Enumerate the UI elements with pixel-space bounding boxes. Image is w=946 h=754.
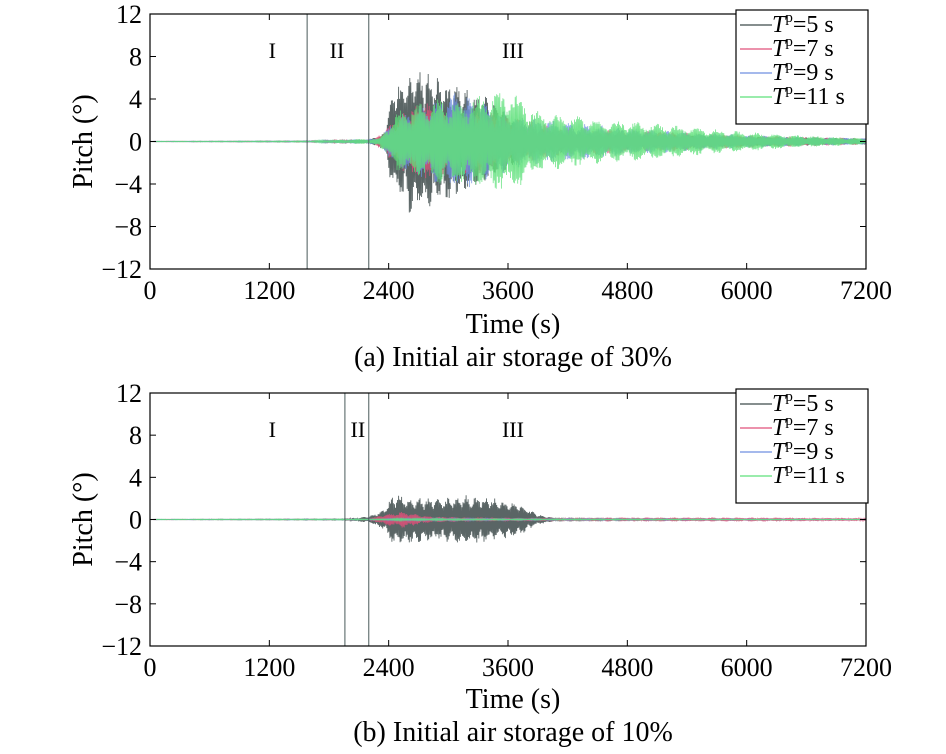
legend-label-sub: p (785, 82, 793, 98)
x-tick-label: 2400 (363, 653, 415, 682)
y-tick-label: 4 (129, 85, 142, 114)
legend-label-main: T (772, 12, 787, 38)
y-tick-label: −4 (114, 548, 142, 577)
legend-label-rest: =5 s (793, 12, 834, 38)
region-label: I (269, 38, 276, 63)
legend-box (735, 388, 869, 504)
legend-label-sub: p (785, 413, 793, 429)
plot-area (150, 495, 866, 543)
y-tick-label: −12 (101, 255, 142, 284)
legend-label-main: T (772, 463, 787, 489)
x-tick-label: 4800 (601, 276, 653, 305)
legend-label-sub: p (785, 34, 793, 50)
legend: Tp=5 sTp=7 sTp=9 sTp=11 s (735, 388, 869, 504)
y-tick-label: 12 (116, 0, 142, 29)
x-tick-label: 2400 (363, 276, 415, 305)
legend-label-main: T (772, 439, 787, 465)
series-line-tp-11-s (150, 516, 866, 523)
legend-label-rest: =7 s (793, 36, 834, 62)
legend-label: Tp=5 s (772, 10, 834, 38)
legend: Tp=5 sTp=7 sTp=9 sTp=11 s (735, 9, 869, 125)
legend-label: Tp=7 s (772, 34, 834, 62)
legend-label-rest: =7 s (793, 415, 834, 441)
y-tick-label: 0 (129, 506, 142, 535)
y-tick-label: 12 (116, 379, 142, 408)
legend-label: Tp=5 s (772, 389, 834, 417)
legend-label-sub: p (785, 58, 793, 74)
y-tick-label: −8 (114, 213, 142, 242)
y-axis-title: Pitch (°) (68, 472, 99, 566)
y-tick-label: 8 (129, 421, 142, 450)
legend-label-sub: p (785, 10, 793, 26)
legend-label-rest: =11 s (793, 463, 845, 489)
x-tick-label: 0 (144, 653, 157, 682)
legend-label-main: T (772, 84, 787, 110)
x-tick-label: 3600 (482, 653, 534, 682)
legend-label: Tp=9 s (772, 437, 834, 465)
legend-label: Tp=9 s (772, 58, 834, 86)
series-line-tp-11-s (150, 93, 866, 189)
legend-label-main: T (772, 391, 787, 417)
legend-label-rest: =11 s (793, 84, 845, 110)
x-tick-label: 7200 (840, 276, 892, 305)
x-tick-label: 4800 (601, 653, 653, 682)
legend-label-sub: p (785, 389, 793, 405)
panel-caption: (a) Initial air storage of 30% (354, 342, 672, 373)
legend-label-rest: =9 s (793, 439, 834, 465)
x-tick-label: 7200 (840, 653, 892, 682)
y-tick-label: −8 (114, 590, 142, 619)
x-axis-title: Time (s) (466, 684, 561, 715)
legend-label-sub: p (785, 461, 793, 477)
y-tick-label: 8 (129, 43, 142, 72)
legend-label: Tp=7 s (772, 413, 834, 441)
x-tick-label: 3600 (482, 276, 534, 305)
region-label: I (269, 417, 276, 442)
region-label: II (351, 417, 366, 442)
legend-label: Tp=11 s (772, 82, 845, 110)
legend-label-sub: p (785, 437, 793, 453)
panel-caption: (b) Initial air storage of 10% (353, 717, 673, 748)
y-tick-label: −4 (114, 170, 142, 199)
legend-label-main: T (772, 60, 787, 86)
x-tick-label: 6000 (721, 276, 773, 305)
x-axis-title: Time (s) (466, 309, 561, 340)
region-label: III (502, 38, 524, 63)
legend-label: Tp=11 s (772, 461, 845, 489)
y-axis-title: Pitch (°) (68, 94, 99, 188)
y-tick-label: 0 (129, 128, 142, 157)
x-tick-label: 1200 (243, 653, 295, 682)
legend-label-rest: =5 s (793, 391, 834, 417)
x-tick-label: 1200 (243, 276, 295, 305)
y-tick-label: −12 (101, 632, 142, 661)
legend-label-rest: =9 s (793, 60, 834, 86)
y-tick-label: 4 (129, 463, 142, 492)
legend-label-main: T (772, 415, 787, 441)
region-label: II (330, 38, 345, 63)
legend-box (735, 9, 869, 125)
x-tick-label: 6000 (721, 653, 773, 682)
legend-label-main: T (772, 36, 787, 62)
region-label: III (502, 417, 524, 442)
x-tick-label: 0 (144, 276, 157, 305)
plot-area (150, 72, 866, 213)
